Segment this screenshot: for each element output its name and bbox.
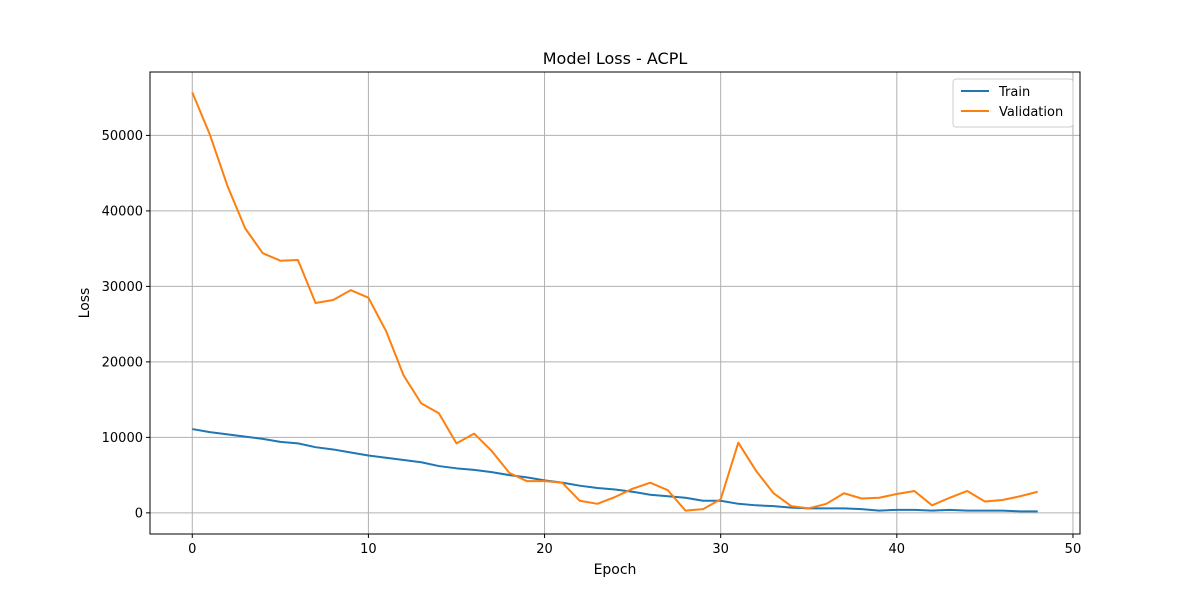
legend: Train Validation xyxy=(952,78,1074,128)
series-line-validation xyxy=(191,91,1038,512)
x-tick-label: 10 xyxy=(360,542,377,557)
legend-label-train: Train xyxy=(998,85,1030,100)
x-tick-label: 0 xyxy=(188,542,196,557)
y-tick-label: 50000 xyxy=(102,129,143,144)
y-axis-label: Loss xyxy=(77,288,93,319)
y-tick-label: 20000 xyxy=(102,355,143,370)
x-tick-label: 40 xyxy=(889,542,906,557)
y-tick-label: 10000 xyxy=(102,431,143,446)
grid xyxy=(150,72,1080,534)
x-tick-label: 30 xyxy=(712,542,729,557)
plot-background xyxy=(150,72,1080,534)
y-tick-label: 40000 xyxy=(102,204,143,219)
chart-title: Model Loss - ACPL xyxy=(543,49,688,68)
x-tick-label: 20 xyxy=(536,542,553,557)
y-tick-label: 30000 xyxy=(102,280,143,295)
x-tick-label: 50 xyxy=(1065,542,1082,557)
axis-ticks: 0 10 20 30 40 50 0 10000 20000 30000 40000 50000 xyxy=(102,129,1082,557)
series-line-train xyxy=(192,428,1038,513)
series-lines xyxy=(191,91,1038,513)
legend-label-validation: Validation xyxy=(999,105,1063,120)
y-tick-label: 0 xyxy=(135,506,143,521)
x-axis-label: Epoch xyxy=(594,562,637,578)
plot-frame xyxy=(149,71,1081,535)
